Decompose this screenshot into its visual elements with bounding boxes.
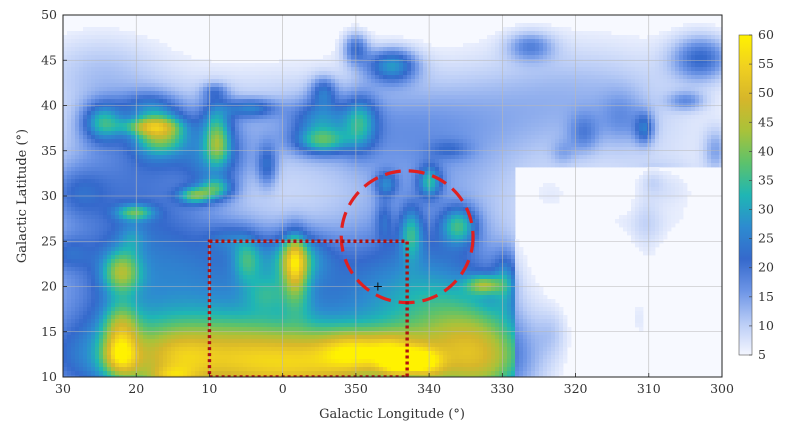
x-tick-label: 10 (201, 381, 217, 396)
y-tick-label: 15 (41, 324, 57, 339)
dotted-box-region (207, 239, 409, 377)
y-tick-label: 25 (41, 233, 57, 248)
colorbar-tick-label: 20 (758, 260, 774, 275)
colorbar-tick-label: 30 (758, 202, 774, 217)
y-tick-label: 50 (41, 7, 57, 22)
colorbar-gradient (738, 34, 753, 356)
intensity-map (63, 15, 722, 377)
colorbar-tick-label: 60 (758, 27, 774, 42)
colorbar-tick-label: 40 (758, 143, 774, 158)
x-tick-label: 0 (279, 381, 287, 396)
y-tick-label: 30 (41, 188, 57, 203)
colorbar: 5 10 15 20 25 30 35 40 45 50 55 60 (738, 27, 774, 362)
colorbar-tick-label: 45 (758, 114, 774, 129)
x-tick-label: 350 (344, 381, 368, 396)
x-axis-ticks: 30 20 10 0 350 340 330 320 310 300 (55, 373, 734, 396)
colorbar-tick-label: 50 (758, 85, 774, 100)
colorbar-tick-label: 55 (758, 56, 774, 71)
x-axis-label: Galactic Longitude (°) (319, 407, 465, 422)
colorbar-tick-label: 35 (758, 172, 774, 187)
colorbar-tick-label: 25 (758, 231, 774, 246)
annotations (207, 169, 475, 377)
y-axis-ticks: 10 15 20 25 30 35 40 45 50 (41, 7, 67, 384)
colorbar-tick-label: 5 (758, 347, 766, 362)
y-tick-label: 45 (41, 52, 57, 67)
colorbar-tick-label: 10 (758, 318, 774, 333)
x-tick-label: 330 (490, 381, 514, 396)
colorbar-tick-label: 15 (758, 289, 774, 304)
x-tick-label: 310 (637, 381, 661, 396)
x-tick-label: 30 (55, 381, 71, 396)
x-tick-label: 320 (564, 381, 588, 396)
x-tick-label: 340 (417, 381, 441, 396)
colorbar-ticks: 5 10 15 20 25 30 35 40 45 50 55 60 (749, 27, 774, 362)
x-tick-label: 20 (128, 381, 144, 396)
y-tick-label: 40 (41, 98, 57, 113)
y-tick-label: 20 (41, 279, 57, 294)
y-tick-label: 35 (41, 143, 57, 158)
y-axis-label: Galactic Latitude (°) (15, 129, 30, 263)
x-tick-label: 300 (710, 381, 734, 396)
y-tick-label: 10 (41, 369, 57, 384)
